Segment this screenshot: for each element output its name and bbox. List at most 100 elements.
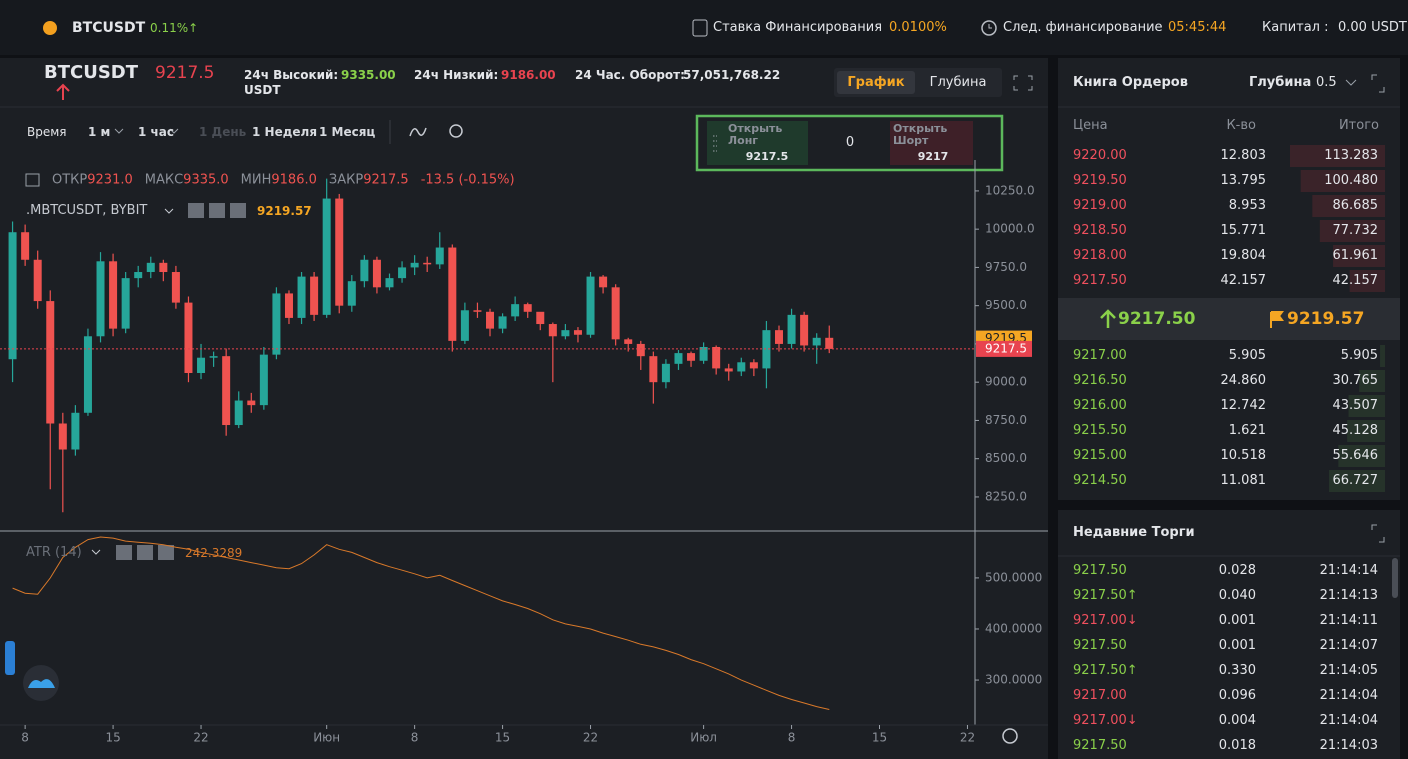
expand-icon[interactable]: [1371, 524, 1385, 543]
candle-body: [636, 343, 645, 357]
low: 9186.00: [501, 68, 556, 82]
trade-qty: 0.028: [1218, 563, 1256, 578]
candle-body: [435, 247, 444, 265]
candle-body: [109, 261, 118, 329]
funding-rate: 0.0100%: [889, 20, 947, 35]
book-price: 9216.50: [1073, 373, 1127, 388]
interval[interactable]: 1 час: [138, 125, 174, 139]
book-total: 66.727: [1332, 473, 1379, 488]
indicator-line: [12, 536, 830, 710]
close-icon[interactable]: [158, 545, 174, 560]
book-price: 9218.00: [1073, 248, 1127, 263]
ohlc-legend: ОТКР 9231.0 МАКС 9335.0 МИН 9186.0 ЗАКР 9217.5-…: [52, 173, 515, 188]
candle-body: [284, 293, 293, 318]
eye-icon[interactable]: [116, 545, 132, 560]
next-funding-label: След. финансирование: [1003, 20, 1163, 35]
depth-bar: [1329, 470, 1385, 492]
mid-bid: 9217.50: [1118, 309, 1196, 329]
trade-qty: 0.018: [1218, 738, 1256, 753]
trade-price: 9217.50↑: [1073, 663, 1138, 678]
capital-label: Капитал :: [1262, 20, 1329, 35]
candle-body: [536, 311, 545, 325]
last-price: 9217.5: [155, 63, 215, 83]
candle-body: [774, 330, 783, 344]
book-qty: 8.953: [1228, 198, 1266, 213]
book-qty: 24.860: [1220, 373, 1267, 388]
y-tick-label: 300.0000: [985, 673, 1042, 687]
price-tag-label: 9217.5: [985, 341, 1027, 355]
column-header: Итого: [1338, 118, 1379, 133]
candle-body: [398, 267, 407, 279]
interval[interactable]: 1 Месяц: [319, 125, 376, 139]
turnover: 57,051,768.22: [683, 68, 781, 82]
trade-time: 21:14:07: [1319, 638, 1378, 653]
candle-body: [523, 304, 532, 312]
panel-title: Книга Ордеров: [1073, 75, 1188, 90]
chart-area: 8250.08500.08750.09000.09250.09500.09750…: [0, 160, 1048, 745]
y-tick-label: 8500.0: [985, 451, 1027, 465]
scrollbar[interactable]: [1392, 558, 1398, 598]
expand-icon[interactable]: [1013, 75, 1033, 91]
tab[interactable]: График: [847, 75, 905, 90]
depth-label: Глубина: [1249, 75, 1312, 90]
depth-value[interactable]: 0.5: [1316, 75, 1337, 90]
expand-icon[interactable]: [1371, 74, 1385, 93]
trade-price: 9217.00↓: [1073, 713, 1138, 728]
candle-body: [561, 330, 570, 337]
eye-icon[interactable]: [188, 203, 204, 218]
x-tick-label: 22: [960, 731, 975, 745]
trade-price: 9217.50↑: [1073, 588, 1138, 603]
funding-icon: [692, 19, 708, 37]
series-label: .MBTCUSDT, BYBIT: [26, 203, 148, 218]
book-total: 42.157: [1332, 273, 1379, 288]
depth-bar: [1319, 220, 1385, 242]
coin-icon: [43, 21, 57, 35]
legend-key: ОТКР: [52, 172, 88, 188]
candle-body: [448, 247, 457, 341]
interval[interactable]: 1 м: [88, 125, 111, 139]
depth-bar: [1347, 420, 1385, 442]
unit: USDT: [244, 83, 281, 97]
book-qty: 13.795: [1220, 173, 1267, 188]
gear-icon[interactable]: [209, 203, 225, 218]
tab[interactable]: Глубина: [929, 75, 987, 90]
candle-body: [749, 362, 758, 369]
settings-icon[interactable]: [449, 124, 463, 138]
candle-body: [548, 324, 557, 337]
y-tick-label: 400.0000: [985, 621, 1042, 635]
gear-icon[interactable]: [137, 545, 153, 560]
book-price: 9219.00: [1073, 198, 1127, 213]
candle-body: [423, 262, 432, 265]
column-header: К-во: [1226, 118, 1256, 133]
x-tick-label: 15: [105, 731, 120, 745]
x-tick-label: 8: [788, 731, 796, 745]
long-button[interactable]: [707, 121, 808, 165]
collapse-icon[interactable]: [25, 173, 40, 187]
x-tick-label: 8: [411, 731, 419, 745]
clock-hands: [988, 24, 992, 29]
candle-body: [159, 262, 168, 273]
x-tick-label: 15: [872, 731, 887, 745]
book-total: 5.905: [1340, 348, 1378, 363]
close-icon[interactable]: [230, 203, 246, 218]
legend-key: МИН: [240, 172, 272, 188]
y-tick-label: 10250.0: [985, 183, 1035, 197]
trade-time: 21:14:03: [1319, 738, 1378, 753]
interval[interactable]: 1 Неделя: [252, 125, 318, 139]
short-button[interactable]: [890, 121, 973, 165]
chevron[interactable]: [1345, 79, 1357, 86]
symbol: BTCUSDT: [72, 20, 146, 36]
depth-bar: [1359, 370, 1385, 392]
side-tab[interactable]: [5, 641, 15, 675]
book-total: 113.283: [1324, 148, 1378, 163]
trade-time: 21:14:14: [1319, 563, 1378, 578]
candle-body: [96, 261, 105, 337]
order-book-panel: [1058, 58, 1400, 500]
interval[interactable]: 1 День: [199, 125, 247, 139]
indicator-icon[interactable]: [409, 127, 427, 137]
book-price: 9217.00: [1073, 348, 1127, 363]
book-qty: 19.804: [1220, 248, 1267, 263]
settings-icon[interactable]: [1002, 728, 1018, 744]
book-price: 9216.00: [1073, 398, 1127, 413]
